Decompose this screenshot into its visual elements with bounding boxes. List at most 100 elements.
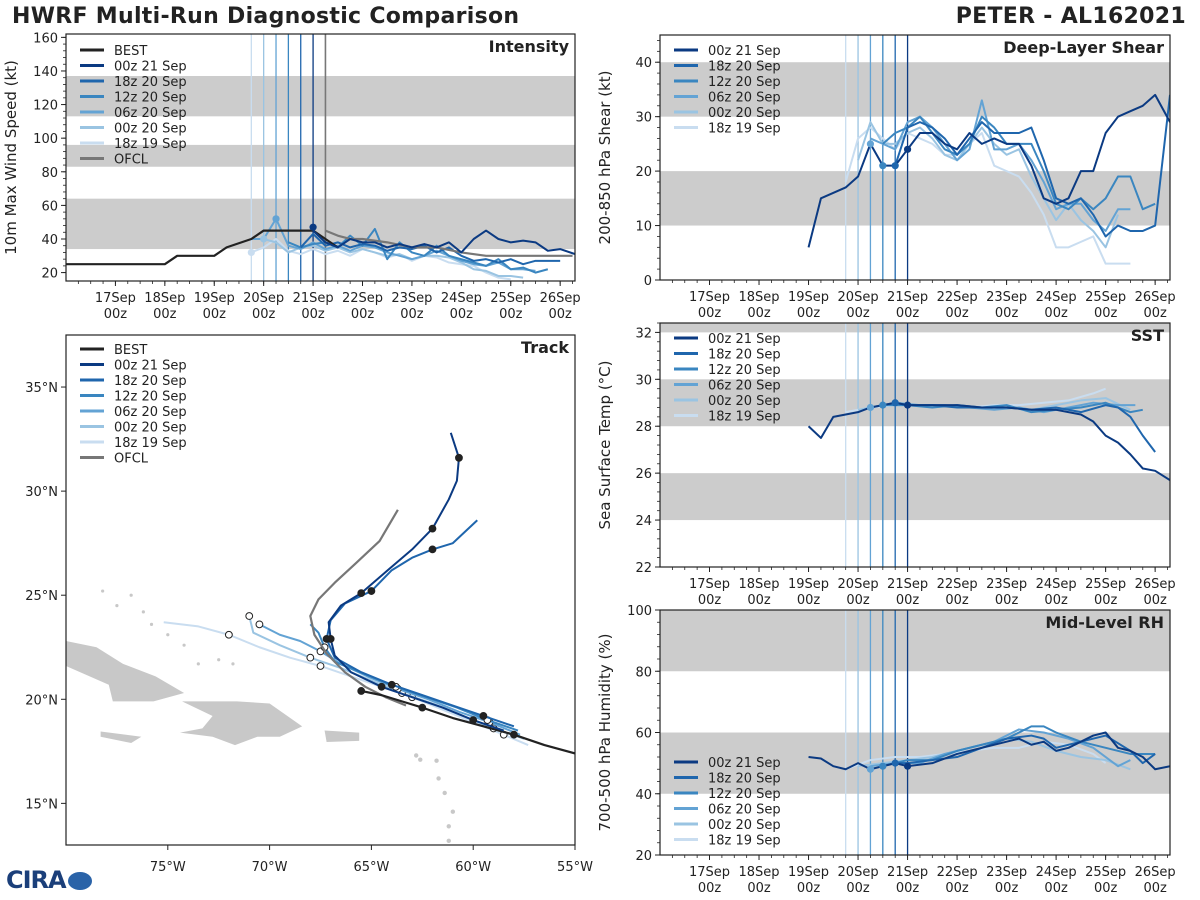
series-rh-06z-20-sep xyxy=(870,728,1131,768)
y-tick-label-intensity-2: 60 xyxy=(41,199,58,214)
legend-label-sst-00z-21-sep: 00z 21 Sep xyxy=(708,332,781,347)
bahamas-island-1 xyxy=(129,593,133,597)
legend-label-track-best: BEST xyxy=(114,343,147,358)
plot-area-intensity xyxy=(66,34,575,281)
x-tick-label-hour-sst-9: 00z xyxy=(1143,593,1167,608)
y-tick-label-rh-2: 60 xyxy=(635,727,652,742)
legend-label-track-18z-20-sep: 18z 20 Sep xyxy=(114,374,187,389)
series-shear-00z-21-sep xyxy=(807,93,1170,248)
x-tick-label-hour-intensity-5: 00z xyxy=(351,307,375,322)
band-shear-0 xyxy=(660,171,1170,226)
y-axis-label-shear: 200-850 hPa Shear (kt) xyxy=(596,71,614,245)
y-axis-label-rh: 700-500 hPa Humidity (%) xyxy=(596,633,614,831)
y-tick-label-track-4: 35°N xyxy=(25,381,58,396)
x-tick-label-day-shear-0: 17Sep xyxy=(689,290,730,305)
y-tick-label-shear-0: 0 xyxy=(644,274,652,289)
x-tick-label-day-rh-5: 22Sep xyxy=(937,865,978,880)
legend-label-rh-12z-20-sep: 12z 20 Sep xyxy=(708,787,781,802)
bahamas-island-6 xyxy=(196,662,200,666)
y-tick-label-rh-1: 40 xyxy=(635,788,652,803)
marker-rh-2 xyxy=(879,762,887,770)
band-shear-1 xyxy=(660,62,1170,117)
frame-track xyxy=(65,334,576,846)
legend-label-intensity-18z-19-sep: 18z 19 Sep xyxy=(114,137,187,152)
x-tick-label-hour-intensity-7: 00z xyxy=(450,307,474,322)
marker-intensity-3 xyxy=(247,248,255,257)
track-point-00z-21-sep-10 xyxy=(357,589,366,598)
x-tick-label-day-intensity-0: 17Sep xyxy=(95,291,136,306)
band-sst-1 xyxy=(660,379,1170,427)
marker-shear-2 xyxy=(879,162,887,170)
x-tick-label-day-sst-7: 24Sep xyxy=(1036,577,1077,592)
legend-label-intensity-06z-20-sep: 06z 20 Sep xyxy=(114,106,187,121)
legend-label-rh-18z-20-sep: 18z 20 Sep xyxy=(708,772,781,787)
x-tick-label-day-intensity-1: 18Sep xyxy=(144,291,185,306)
legend-label-shear-18z-20-sep: 18z 20 Sep xyxy=(708,60,781,75)
track-point-00z-21-sep-13 xyxy=(428,524,437,533)
marker-sst-1 xyxy=(891,399,899,407)
x-tick-label-day-shear-8: 25Sep xyxy=(1085,290,1126,305)
frame-intensity xyxy=(65,33,576,282)
bahamas-island-4 xyxy=(166,633,170,637)
y-tick-label-intensity-1: 40 xyxy=(41,233,58,248)
y-tick-label-sst-5: 32 xyxy=(635,326,652,341)
x-tick-label-hour-shear-3: 00z xyxy=(846,306,870,321)
legend-label-track-00z-21-sep: 00z 21 Sep xyxy=(114,359,187,374)
x-tick-label-hour-shear-5: 00z xyxy=(945,306,969,321)
marker-intensity-2 xyxy=(260,235,268,243)
x-tick-label-day-sst-1: 18Sep xyxy=(739,577,780,592)
band-sst-2 xyxy=(660,323,1170,333)
series-track-06z-20-sep xyxy=(258,623,521,736)
legend-label-intensity-12z-20-sep: 12z 20 Sep xyxy=(114,91,187,106)
x-tick-label-day-intensity-2: 19Sep xyxy=(194,291,235,306)
legend-label-track-00z-20-sep: 00z 20 Sep xyxy=(114,421,187,436)
series-track-18z-20-sep xyxy=(325,519,515,728)
x-tick-label-day-rh-8: 25Sep xyxy=(1085,865,1126,880)
x-tick-label-hour-sst-3: 00z xyxy=(846,593,870,608)
x-tick-label-day-intensity-5: 22Sep xyxy=(342,291,383,306)
series-track-best xyxy=(360,689,575,755)
x-tick-label-day-shear-7: 24Sep xyxy=(1036,290,1077,305)
legend-label-rh-06z-20-sep: 06z 20 Sep xyxy=(708,803,781,818)
marker-shear-0 xyxy=(903,145,912,153)
series-shear-00z-20-sep xyxy=(857,121,1119,249)
cira-logo: CIRA xyxy=(6,866,92,894)
x-tick-label-day-sst-5: 22Sep xyxy=(937,577,978,592)
marker-rh-0 xyxy=(903,762,912,770)
x-tick-label-hour-sst-0: 00z xyxy=(698,593,722,608)
x-tick-label-hour-shear-2: 00z xyxy=(797,306,821,321)
track-point-00z-20-sep-7 xyxy=(306,653,315,662)
x-tick-label-day-rh-4: 21Sep xyxy=(887,865,928,880)
legend-label-intensity-best: BEST xyxy=(114,44,147,59)
series-shear-06z-20-sep xyxy=(870,99,1131,232)
track-point-18z-20-sep-1 xyxy=(479,712,488,720)
track-point-00z-21-sep-1 xyxy=(469,716,478,725)
y-axis-label-intensity: 10m Max Wind Speed (kt) xyxy=(2,60,20,255)
x-tick-label-hour-rh-0: 00z xyxy=(698,881,722,896)
jamaica-land xyxy=(100,731,142,743)
series-intensity-18z-20-sep xyxy=(299,232,561,266)
y-tick-label-sst-3: 28 xyxy=(635,420,652,435)
x-tick-label-day-sst-6: 23Sep xyxy=(986,577,1027,592)
x-tick-label-hour-sst-5: 00z xyxy=(945,593,969,608)
track-point-18z-19-sep-7 xyxy=(316,662,325,670)
panel-rh: 2040608010017Sep00z18Sep00z19Sep00z20Sep… xyxy=(596,604,1176,896)
panel-shear: 01020304017Sep00z18Sep00z19Sep00z20Sep00… xyxy=(596,34,1176,321)
x-tick-label-track-2: 65°W xyxy=(353,860,389,875)
band-rh-1 xyxy=(660,610,1170,672)
track-point-18z-20-sep-10 xyxy=(367,587,376,595)
frame-shear xyxy=(659,34,1171,281)
marker-rh-1 xyxy=(891,759,899,767)
series-track-00z-21-sep xyxy=(327,432,505,732)
marker-intensity-0 xyxy=(309,223,317,231)
track-point-00z-20-sep-10 xyxy=(245,612,254,620)
series-rh-18z-20-sep xyxy=(895,734,1156,765)
x-tick-label-day-sst-9: 26Sep xyxy=(1135,577,1176,592)
marker-shear-1 xyxy=(891,162,899,170)
x-tick-label-hour-intensity-1: 00z xyxy=(153,307,177,322)
storm-id-title: PETER - AL162021 xyxy=(955,4,1186,29)
bahamas-island-9 xyxy=(101,589,105,593)
legend-label-track-ofcl: OFCL xyxy=(114,452,149,467)
y-axis-label-sst: Sea Surface Temp (°C) xyxy=(596,360,614,529)
hispaniola-land xyxy=(180,701,303,746)
